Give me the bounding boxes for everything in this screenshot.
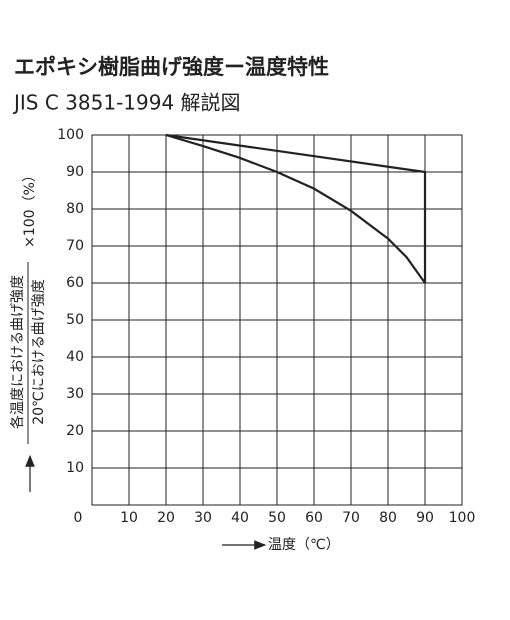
x-tick-label: 70: [342, 510, 360, 526]
y-tick-label: 20: [66, 423, 84, 439]
x-tick-label: 60: [305, 510, 323, 526]
y-tick-label: 50: [66, 312, 84, 328]
y-label-numerator-group: 各温度における曲げ強度: [10, 275, 26, 429]
y-label-denominator: 20℃における曲げ強度: [31, 279, 47, 425]
y-tick-label: 100: [57, 127, 84, 143]
x-tick-label: 0: [74, 510, 83, 526]
y-tick-label: 90: [66, 164, 84, 180]
y-tick-label: 30: [66, 386, 84, 402]
x-axis-label: 温度（℃）: [268, 537, 340, 553]
x-tick-label: 30: [194, 510, 212, 526]
x-tick-label: 20: [157, 510, 175, 526]
y-label-suffix: ×100（%）: [22, 168, 38, 248]
y-tick-label: 70: [66, 238, 84, 254]
x-tick-label: 50: [268, 510, 286, 526]
x-tick-label: 10: [120, 510, 138, 526]
y-label-denominator-group: 20℃における曲げ強度: [31, 279, 47, 425]
x-tick-label: 80: [379, 510, 397, 526]
y-label-numerator: 各温度における曲げ強度: [10, 275, 26, 429]
x-tick-label: 40: [231, 510, 249, 526]
data-line: [165, 133, 427, 283]
chart-title: エポキシ樹脂曲げ強度ー温度特性: [14, 55, 329, 79]
data-line: [165, 133, 426, 284]
y-label-suffix-group: ×100（%）: [22, 168, 38, 248]
x-tick-label: 90: [416, 510, 434, 526]
y-tick-label: 10: [66, 460, 84, 476]
y-tick-label: 40: [66, 349, 84, 365]
chart-subtitle: JIS C 3851-1994 解説図: [12, 91, 241, 115]
y-tick-label: 80: [66, 201, 84, 217]
x-tick-label: 100: [449, 510, 476, 526]
y-tick-label: 60: [66, 275, 84, 291]
